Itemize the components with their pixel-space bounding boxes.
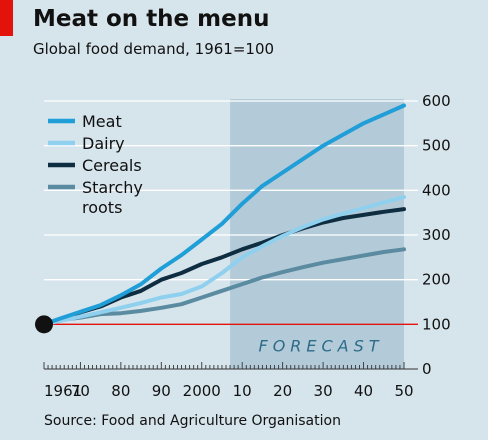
legend-label: Starchy (82, 178, 143, 197)
y-tick-label: 400 (422, 181, 451, 199)
x-tick-label: 50 (394, 382, 413, 400)
x-tick-label: 90 (152, 382, 171, 400)
x-tick-label: 2000 (183, 382, 221, 400)
origin-dot (35, 315, 53, 334)
chart-title: Meat on the menu (33, 6, 270, 32)
y-tick-label: 500 (422, 137, 451, 155)
brand-tag (0, 0, 13, 36)
y-tick-label: 600 (422, 92, 451, 110)
forecast-band (230, 99, 404, 369)
forecast-label: FORECAST (258, 336, 383, 355)
y-tick-label: 100 (422, 315, 451, 333)
x-tick-label: 1961 (44, 382, 82, 400)
series-line-dairy (42, 195, 406, 327)
legend-label: roots (82, 198, 122, 217)
y-tick-label: 200 (422, 271, 451, 289)
series-line-meat (42, 103, 406, 327)
x-tick-label: 70 (71, 382, 90, 400)
y-tick-label: 0 (422, 360, 432, 378)
x-tick-label: 10 (233, 382, 252, 400)
x-tick-label: 30 (314, 382, 333, 400)
source-note: Source: Food and Agriculture Organisatio… (44, 413, 341, 429)
chart-subtitle: Global food demand, 1961=100 (33, 40, 275, 58)
legend-label: Cereals (82, 156, 142, 175)
y-tick-label: 300 (422, 226, 451, 244)
legend-label: Dairy (82, 134, 125, 153)
x-tick-label: 80 (111, 382, 130, 400)
x-tick-label: 20 (273, 382, 292, 400)
x-tick-label: 40 (354, 382, 373, 400)
legend-label: Meat (82, 112, 122, 131)
